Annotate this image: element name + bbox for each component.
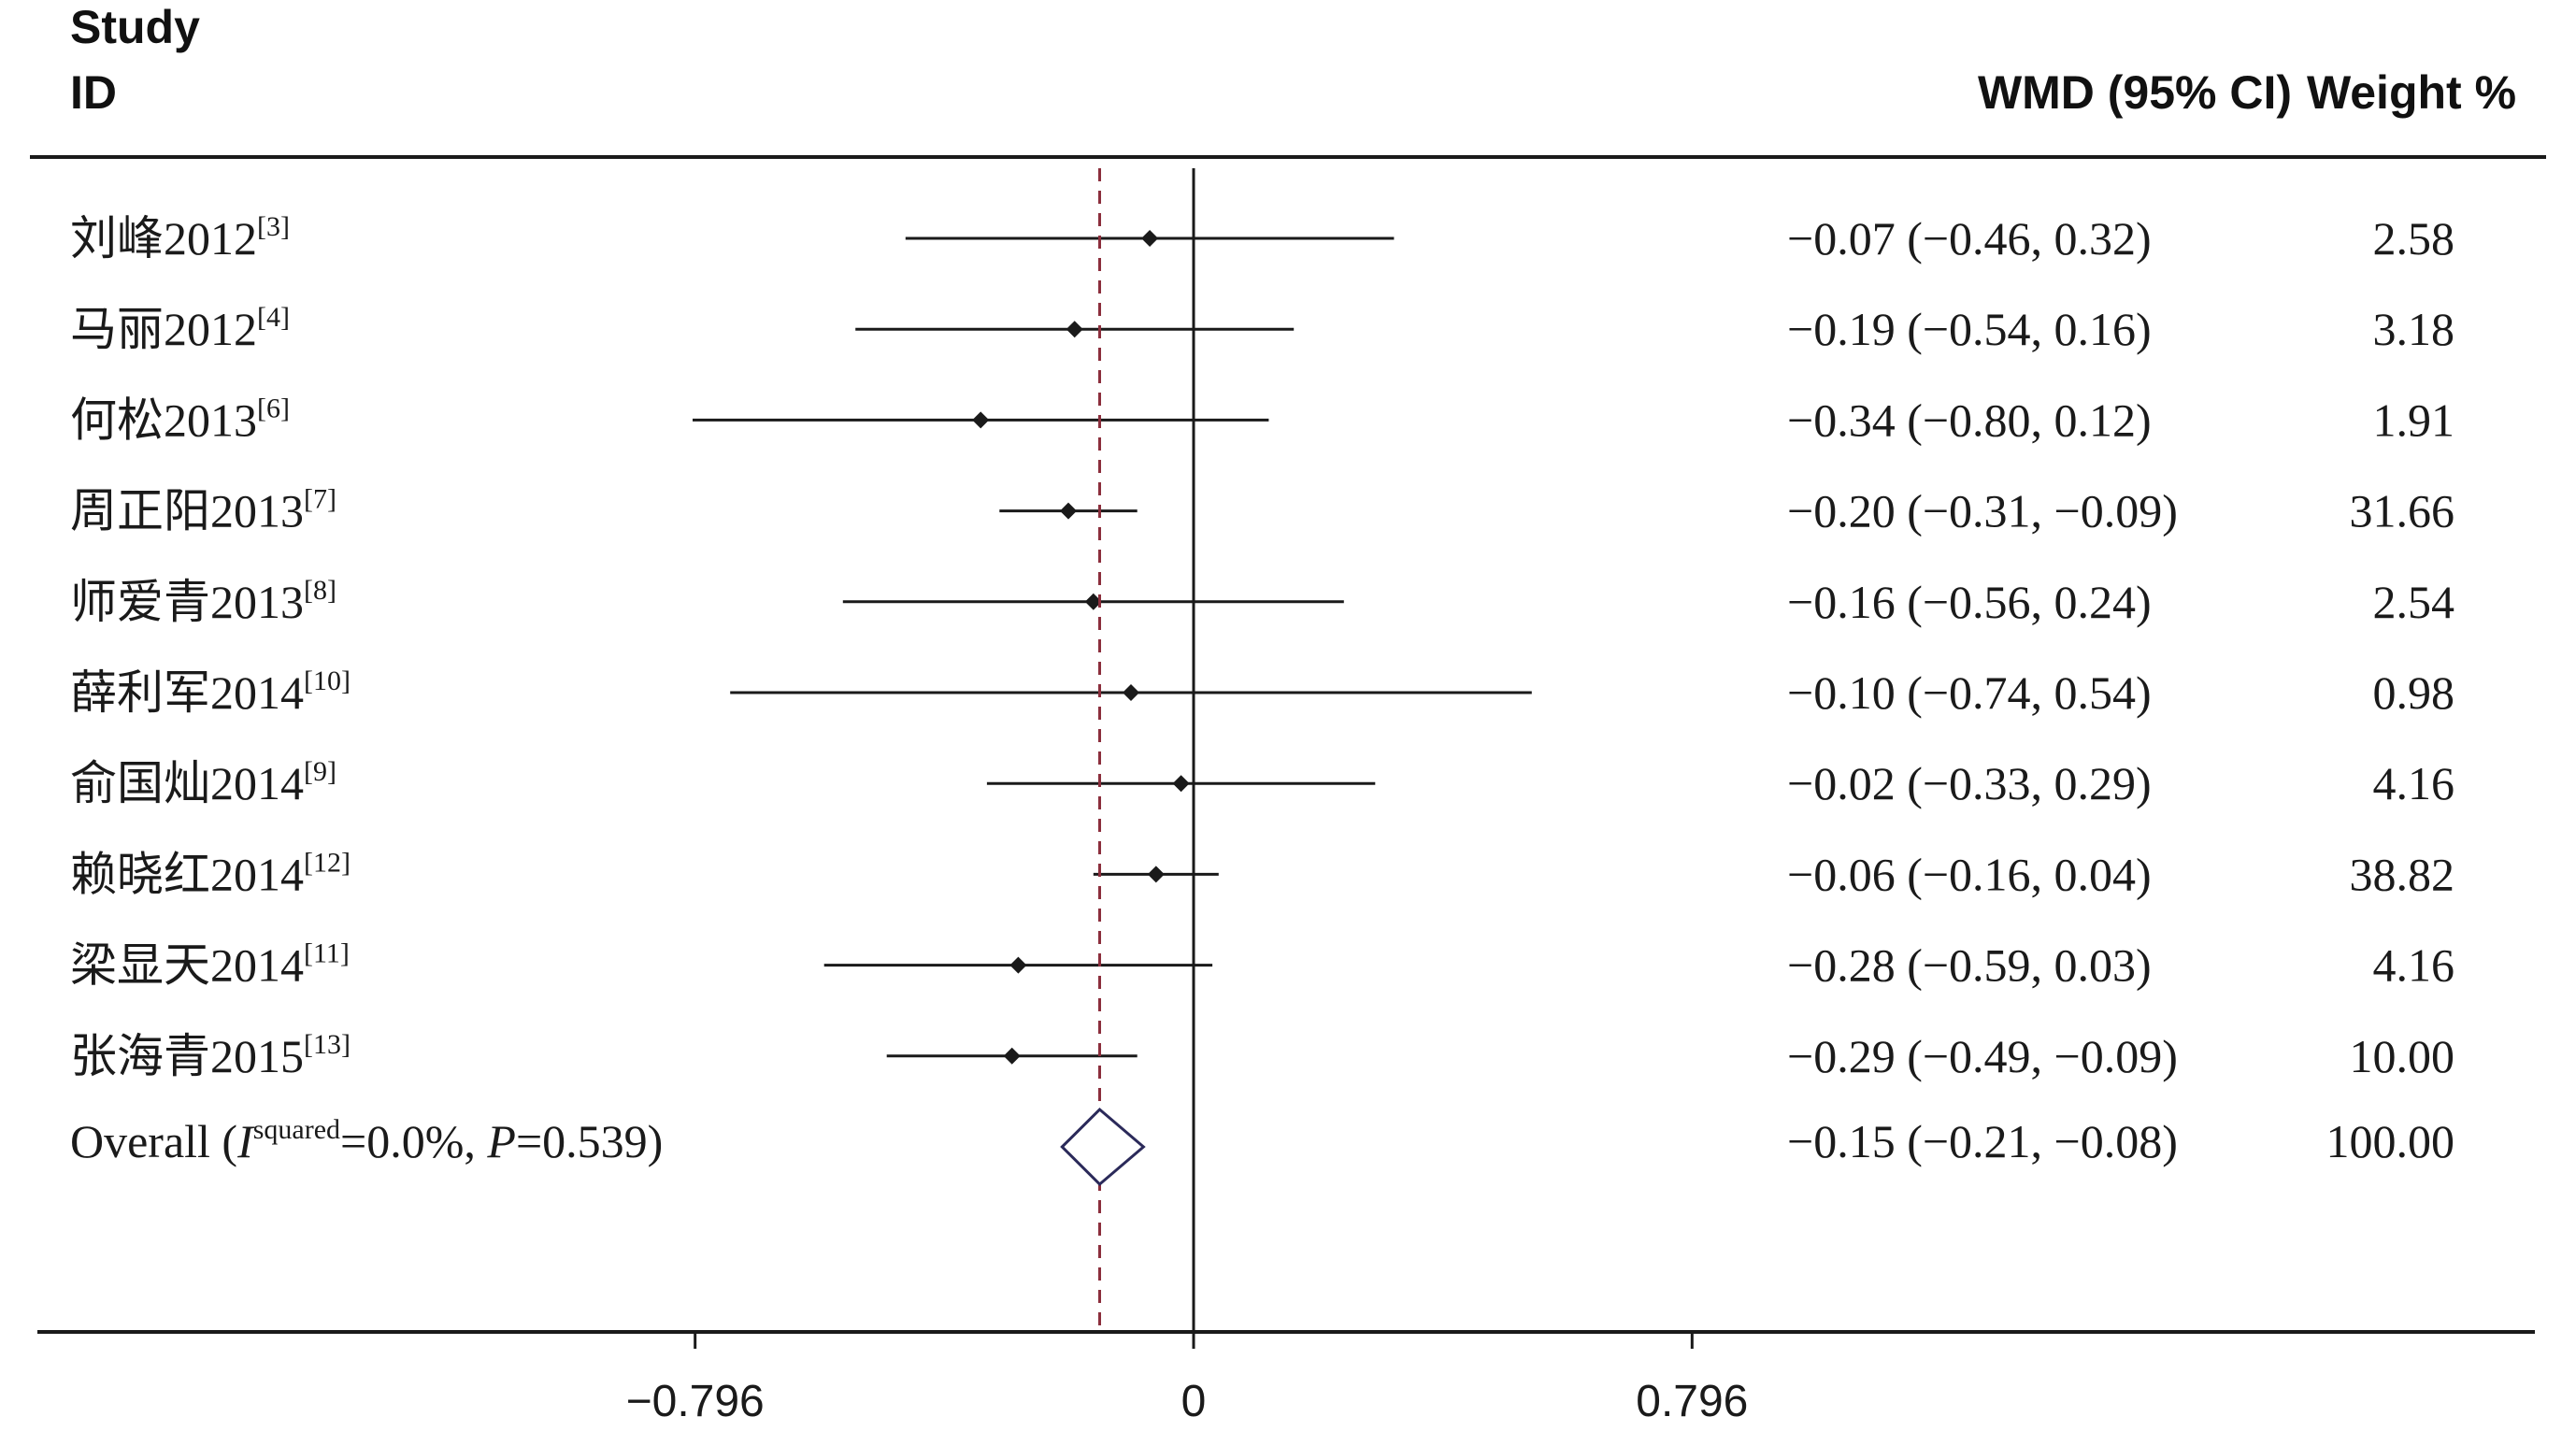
overall-weight: 100.00	[2326, 1115, 2455, 1167]
study-label: 俞国灿2014[9]	[70, 756, 336, 809]
study-ref: [13]	[304, 1029, 351, 1060]
overall-diamond	[1060, 1107, 1146, 1187]
study-ci-text: −0.16 (−0.56, 0.24)	[1787, 576, 2152, 628]
ci-texts: −0.07 (−0.46, 0.32) −0.19 (−0.54, 0.16) −0…	[1787, 212, 2178, 1082]
study-name: 师爱青2013	[70, 576, 304, 628]
study-ci-text: −0.20 (−0.31, −0.09)	[1787, 485, 2178, 537]
wmd-header: WMD (95% CI)	[1978, 66, 2292, 119]
study-ref: [10]	[304, 665, 351, 696]
study-weight: 2.54	[2373, 576, 2455, 628]
study-weight: 38.82	[2350, 848, 2455, 900]
study-point-estimate	[972, 411, 990, 429]
study-ci-text: −0.10 (−0.74, 0.54)	[1787, 666, 2152, 719]
study-name: 张海青2015	[70, 1030, 304, 1082]
study-ref: [11]	[304, 938, 350, 969]
study-point-estimate	[1009, 956, 1027, 974]
study-weight: 2.58	[2373, 212, 2455, 265]
study-point-estimate	[1066, 321, 1083, 338]
study-label: 薛利军2014[10]	[70, 665, 351, 719]
x-axis-ticks: −0.796 0 0.796	[626, 1332, 1748, 1426]
study-label: 师爱青2013[8]	[70, 575, 336, 628]
study-point-estimate	[1123, 684, 1139, 701]
overall-ci-text: −0.15 (−0.21, −0.08)	[1787, 1115, 2178, 1167]
study-ci-text: −0.28 (−0.59, 0.03)	[1787, 939, 2152, 992]
study-ref: [9]	[304, 756, 336, 787]
study-label: 赖晓红2014[12]	[70, 847, 351, 900]
study-name: 刘峰2012	[70, 212, 257, 265]
study-point-estimate	[1141, 230, 1159, 247]
overall-label: Overall (Isquared=0.0%, P=0.539)	[70, 1114, 663, 1167]
study-ci-text: −0.19 (−0.54, 0.16)	[1787, 303, 2152, 355]
study-ci-text: −0.34 (−0.80, 0.12)	[1787, 394, 2152, 446]
study-weight: 0.98	[2373, 666, 2455, 719]
x-tick-label: 0	[1181, 1377, 1207, 1426]
ci-lines	[693, 236, 1532, 1058]
study-labels: 刘峰2012[3] 马丽2012[4] 何松2013[6] 周正阳2013[7] 师爱青…	[70, 211, 351, 1082]
i-squared-value: =0.0%,	[340, 1115, 487, 1167]
study-name: 赖晓红2014	[70, 848, 304, 900]
p-letter: P	[486, 1115, 516, 1167]
p-value: =0.539)	[516, 1115, 663, 1167]
study-header-line-2: ID	[70, 66, 117, 119]
study-ref: [4]	[257, 302, 290, 333]
study-ref: [7]	[304, 484, 336, 515]
study-name: 俞国灿2014	[70, 757, 304, 809]
study-label: 何松2013[6]	[70, 393, 290, 446]
study-point-estimate	[1060, 502, 1077, 520]
study-label: 张海青2015[13]	[70, 1029, 351, 1082]
study-ci-text: −0.02 (−0.33, 0.29)	[1787, 757, 2152, 809]
i-squared-letter: I	[236, 1115, 255, 1167]
study-name: 何松2013	[70, 394, 257, 446]
x-tick-label: −0.796	[626, 1377, 765, 1426]
study-ci-text: −0.29 (−0.49, −0.09)	[1787, 1030, 2178, 1082]
study-weight: 31.66	[2350, 485, 2455, 537]
study-label: 刘峰2012[3]	[70, 211, 290, 265]
study-name: 梁显天2014	[70, 939, 304, 992]
study-ref: [8]	[304, 575, 336, 606]
study-name: 薛利军2014	[70, 666, 304, 719]
weight-texts: 2.58 3.18 1.91 31.66 2.54 0.98 4.16 38.82 4.16 10…	[2350, 212, 2455, 1082]
study-ci-text: −0.06 (−0.16, 0.04)	[1787, 848, 2152, 900]
study-weight: 1.91	[2373, 394, 2455, 446]
study-point-estimate	[1147, 866, 1165, 883]
study-point-estimate	[1084, 593, 1102, 610]
study-name: 马丽2012	[70, 303, 257, 355]
study-ref: [3]	[257, 211, 290, 242]
point-markers	[972, 230, 1190, 1065]
weight-header: Weight %	[2307, 66, 2516, 119]
study-ref: [12]	[304, 847, 351, 878]
x-tick-label: 0.796	[1636, 1377, 1748, 1426]
study-point-estimate	[1172, 775, 1190, 793]
study-label: 马丽2012[4]	[70, 302, 290, 355]
i-squared-superscript: squared	[253, 1114, 340, 1145]
study-ci-text: −0.07 (−0.46, 0.32)	[1787, 212, 2152, 265]
study-header-line-1: Study	[70, 1, 200, 53]
study-name: 周正阳2013	[70, 485, 304, 537]
study-weight: 4.16	[2373, 757, 2455, 809]
study-weight: 10.00	[2350, 1030, 2455, 1082]
study-label: 梁显天2014[11]	[70, 938, 350, 992]
study-ref: [6]	[257, 393, 290, 423]
study-weight: 3.18	[2373, 303, 2455, 355]
overall-label-prefix: Overall (	[70, 1115, 237, 1167]
study-weight: 4.16	[2373, 939, 2455, 992]
study-point-estimate	[1003, 1047, 1021, 1065]
study-label: 周正阳2013[7]	[70, 484, 336, 537]
